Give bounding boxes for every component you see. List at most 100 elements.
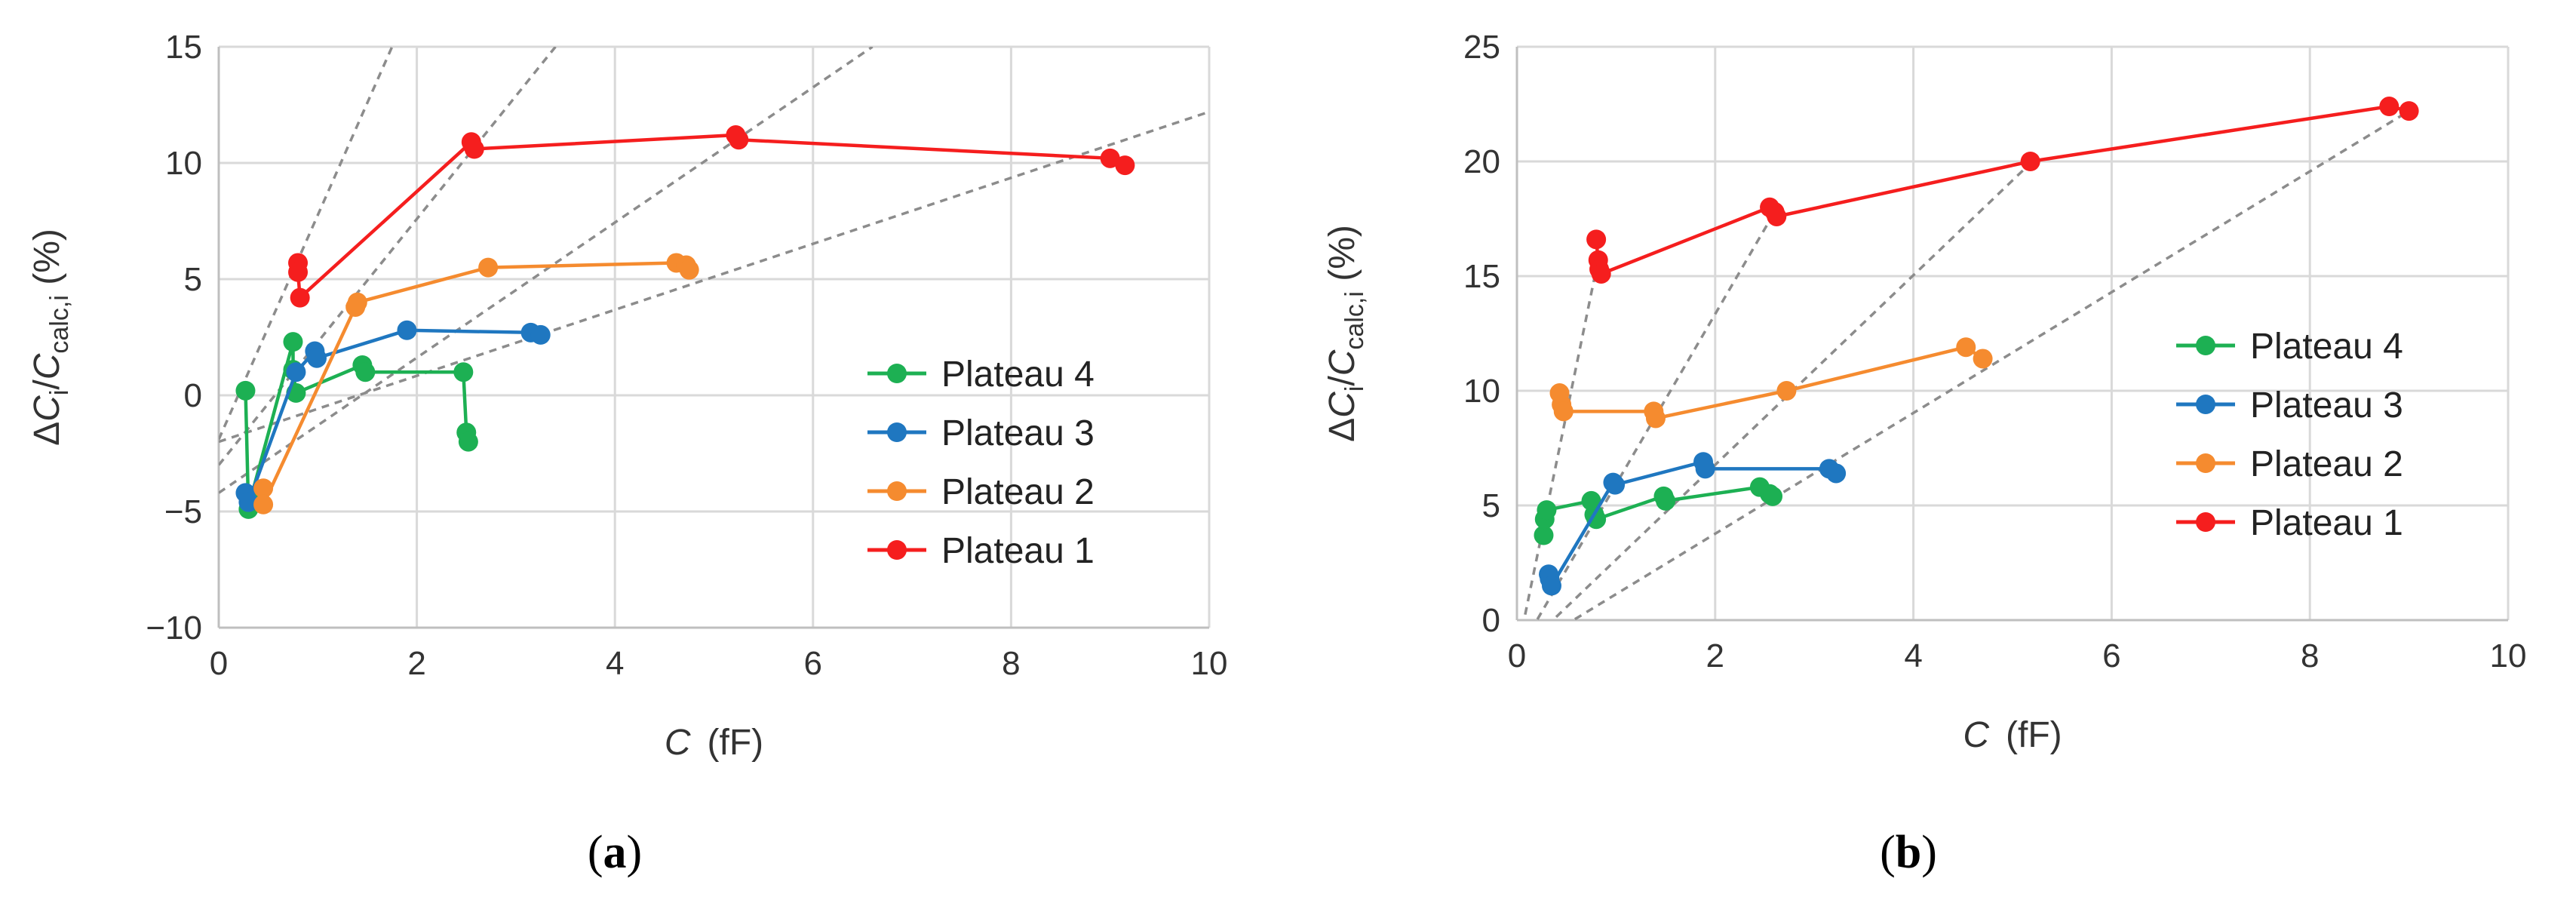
panel-a-panel-label-open: ( <box>588 827 603 878</box>
panel-b-legend-marker-plateau-4 <box>2196 336 2215 355</box>
panel-a-y-tick-label: 0 <box>184 377 202 414</box>
panel-a-data-point-plateau-1 <box>288 262 309 282</box>
panel-b-x-tick-label: 10 <box>2490 637 2527 674</box>
panel-b-panel-label: (b) <box>1880 827 1937 878</box>
panel-a-data-point-plateau-4 <box>283 332 303 352</box>
panel-a-data-point-plateau-1 <box>464 139 484 159</box>
panel-a-legend-label-plateau-2: Plateau 2 <box>941 472 1095 512</box>
panel-a-data-point-plateau-4 <box>235 380 256 401</box>
panel-a-y-axis-title-part: i <box>45 390 74 396</box>
panel-a-data-point-plateau-3 <box>530 324 551 345</box>
panel-b-data-point-plateau-2 <box>1553 401 1574 422</box>
panel-b-y-axis-title-part: Δ <box>1322 418 1362 442</box>
panel-a-guide-line-2 <box>219 47 557 466</box>
panel-b-y-axis-title-part: calc,i <box>1340 291 1369 349</box>
panel-b-y-axis-title-part: (%) <box>1322 225 1362 291</box>
panel-b-data-point-plateau-1 <box>1591 263 1611 284</box>
panel-b-data-point-plateau-4 <box>1537 500 1557 521</box>
panel-b-legend-marker-plateau-3 <box>2196 395 2215 414</box>
panel-a-y-axis-title-part: C <box>27 395 67 422</box>
panel-b-x-tick-label: 4 <box>1904 637 1922 674</box>
panel-a-data-point-plateau-4 <box>458 432 478 452</box>
panel-b-series-plateau-4 <box>1534 477 1783 545</box>
panel-a-data-point-plateau-1 <box>1115 155 1135 176</box>
panel-b-guide-line-4 <box>1570 109 2410 620</box>
panel-b-series-plateau-3 <box>1539 452 1847 596</box>
panel-b-guide-line-3 <box>1551 160 2034 620</box>
panel-b-data-point-plateau-2 <box>1973 349 1993 369</box>
panel-b-data-point-plateau-4 <box>1534 525 1554 545</box>
panel-b-x-axis-title: C (fF) <box>1963 715 2062 755</box>
panel-b-y-axis-title-part: i <box>1340 386 1369 392</box>
panel-a-data-point-plateau-3 <box>286 362 306 382</box>
panel-b-data-point-plateau-2 <box>1645 408 1666 428</box>
panel-a-guide-line-1 <box>219 47 394 441</box>
panel-b-data-point-plateau-1 <box>1586 229 1607 250</box>
panel-a-series-plateau-2 <box>253 253 699 515</box>
panel-a-y-tick-label: 15 <box>165 29 202 66</box>
panel-a-data-point-plateau-2 <box>478 257 499 278</box>
panel-b-y-tick-label: 25 <box>1463 29 1500 66</box>
panel-a-x-tick-label: 4 <box>606 645 624 682</box>
panel-a-guide-lines <box>219 47 1209 494</box>
panel-a-x-tick-label: 6 <box>804 645 822 682</box>
panel-a-panel-label: (a) <box>588 827 642 878</box>
panel-b-y-tick-label: 0 <box>1482 602 1500 639</box>
panel-b-y-tick-label: 5 <box>1482 487 1500 524</box>
panel-b-series-line-plateau-2 <box>1558 345 1984 421</box>
panel-b-x-tick-label: 2 <box>1706 637 1724 674</box>
panel-b-data-point-plateau-3 <box>1695 459 1715 479</box>
panel-b-data-point-plateau-1 <box>2020 152 2040 171</box>
panel-a-y-axis-title-part: Δ <box>27 422 67 446</box>
panel-b-data-point-plateau-4 <box>1763 486 1783 506</box>
panel-a-y-axis-title-part: / <box>27 379 67 390</box>
panel-a-y-axis-title-part: calc,i <box>45 295 74 353</box>
panel-b-series-plateau-1 <box>1586 97 2419 284</box>
panel-a-y-tick-label: −10 <box>146 610 202 647</box>
panel-b-legend-label-plateau-3: Plateau 3 <box>2250 385 2403 425</box>
panel-a-data-point-plateau-4 <box>355 362 376 382</box>
panel-b-legend-label-plateau-2: Plateau 2 <box>2250 444 2403 484</box>
panel-b-legend-label-plateau-4: Plateau 4 <box>2250 327 2403 367</box>
panel-a-legend-marker-plateau-3 <box>887 422 907 442</box>
panel-b-x-tick-label: 0 <box>1508 637 1526 674</box>
panel-a-y-axis-title: ΔCi/Ccalc,i (%) <box>27 229 74 446</box>
panel-b-y-tick-label: 10 <box>1463 373 1500 410</box>
panel-b-y-tick-label: 20 <box>1463 143 1500 180</box>
panel-a-data-point-plateau-3 <box>306 348 327 368</box>
panel-b-panel-label-open: ( <box>1880 827 1896 878</box>
panel-a-data-point-plateau-3 <box>397 320 417 340</box>
panel-b-guide-line-1 <box>1522 269 1598 620</box>
panel-a-x-axis-var: C <box>665 723 691 763</box>
panel-a-x-tick-label: 0 <box>210 645 228 682</box>
panel-b-series-plateau-2 <box>1549 337 1993 428</box>
panel-b-data-point-plateau-4 <box>1656 490 1676 511</box>
panel-a-series-line-plateau-2 <box>261 261 691 505</box>
panel-a-x-tick-label: 8 <box>1002 645 1020 682</box>
panel-a-panel-label-close: ) <box>627 827 643 878</box>
panel-a-y-tick-label: −5 <box>164 493 202 530</box>
panel-a-data-point-plateau-1 <box>290 287 310 308</box>
panel-b-x-axis-unit: (fF) <box>2006 715 2062 755</box>
panel-a-series-line-plateau-1 <box>296 133 1126 302</box>
panel-b-data-point-plateau-3 <box>1541 576 1561 596</box>
panel-b-data-point-plateau-3 <box>1605 475 1626 495</box>
panel-b-y-axis-title: ΔCi/Ccalc,i (%) <box>1322 225 1369 442</box>
panel-b-data-point-plateau-1 <box>2379 97 2399 117</box>
panel-b-legend-marker-plateau-1 <box>2196 512 2215 532</box>
panel-a-data-point-plateau-2 <box>253 478 274 499</box>
panel-a-data-point-plateau-2 <box>679 260 699 280</box>
panel-a-y-tick-label: 10 <box>165 145 202 182</box>
panel-a-guide-line-4 <box>219 110 1209 444</box>
panel-a-y-tick-label: 5 <box>184 261 202 298</box>
panel-a-data-point-plateau-4 <box>453 362 474 382</box>
panel-b-y-axis-title-part: C <box>1322 349 1362 376</box>
panel-a-data-point-plateau-2 <box>253 494 274 515</box>
panel-a-legend-label-plateau-1: Plateau 1 <box>941 531 1095 571</box>
panel-a-legend-marker-plateau-1 <box>887 540 907 560</box>
panel-a-x-axis-title: C (fF) <box>665 723 763 763</box>
panel-b-panel-label-letter: b <box>1896 827 1921 878</box>
panel-b-data-point-plateau-1 <box>1767 206 1787 226</box>
panel-a-legend: Plateau 4 Plateau 3 Plateau 2 Plateau 1 <box>867 355 1095 571</box>
